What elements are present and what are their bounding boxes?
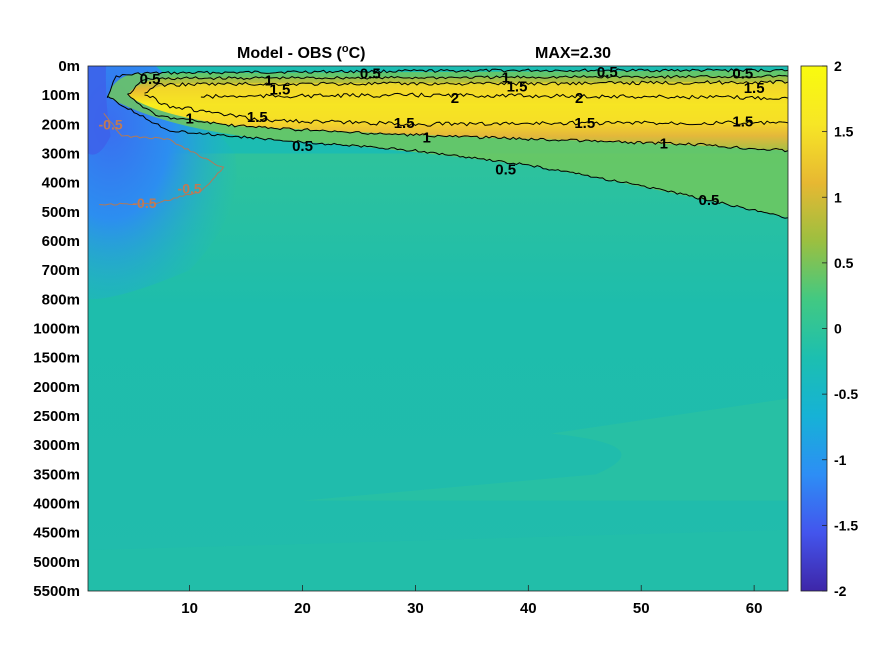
x-tick-label: 10 <box>181 600 198 617</box>
x-tick-label: 40 <box>520 600 537 617</box>
contour-label-negative: -0.5 <box>99 116 123 132</box>
y-tick-label: 800m <box>42 291 80 308</box>
contour-1-top <box>127 74 789 95</box>
negative-core <box>88 66 111 155</box>
x-axis: 10 20 30 40 50 60 <box>181 585 762 617</box>
contour-label: 1.5 <box>507 78 528 95</box>
field-wedge <box>302 398 788 501</box>
contour-label: 0.5 <box>495 162 516 179</box>
y-tick-label: 600m <box>42 233 80 250</box>
y-tick-label: 5000m <box>33 554 80 571</box>
y-tick-label: 2500m <box>33 408 80 425</box>
contour-0-5-top <box>106 68 789 99</box>
y-tick-label: 4500m <box>33 525 80 542</box>
contour-label: 0.5 <box>140 71 161 88</box>
contour-label: 1.5 <box>270 81 291 98</box>
x-tick-label: 50 <box>633 600 650 617</box>
max-value-label: MAX=2.30 <box>535 45 611 62</box>
y-tick-label: 300m <box>42 146 80 163</box>
contour-neg-0-5 <box>99 112 225 206</box>
contour-label-negative: -0.5 <box>132 195 156 211</box>
x-tick-label: 30 <box>407 600 424 617</box>
contour-1-5-bottom <box>144 94 789 127</box>
plot-area <box>88 66 788 591</box>
contour-0-5-bottom <box>106 95 789 219</box>
contour-label: 1.5 <box>732 113 753 130</box>
y-tick-label: 100m <box>42 87 80 104</box>
contour-label: 1.5 <box>574 115 595 132</box>
colorbar-tick-label: 2 <box>834 58 842 74</box>
y-tick-label: 500m <box>42 204 80 221</box>
contour-label: 0.5 <box>597 64 618 81</box>
field-bottom <box>88 529 788 591</box>
contour-label: 0.5 <box>699 192 720 209</box>
colorbar-tick-label: -1 <box>834 452 847 468</box>
contour-label: 1.5 <box>247 109 268 126</box>
x-tick-label: 20 <box>294 600 311 617</box>
y-tick-label: 0m <box>58 58 80 75</box>
contour-label: 1 <box>264 73 272 90</box>
contour-label: 1 <box>423 129 431 146</box>
x-tick-label: 60 <box>746 600 763 617</box>
contour-2-core <box>200 92 789 101</box>
contour-label: 1.5 <box>744 80 765 97</box>
colorbar-tick-label: 0 <box>834 321 842 337</box>
y-tick-label: 3000m <box>33 437 80 454</box>
y-tick-label: 400m <box>42 175 80 192</box>
y-tick-label: 200m <box>42 116 80 133</box>
contour-label: 1 <box>502 70 510 87</box>
contour-label: 1.5 <box>394 115 415 132</box>
colorbar-tick-label: -2 <box>834 583 847 599</box>
contour-label: 2 <box>451 90 459 107</box>
y-tick-label: 4000m <box>33 496 80 513</box>
colorbar-tick-label: -1.5 <box>834 517 858 533</box>
y-tick-label: 1000m <box>33 321 80 338</box>
colorbar-tick-label: -0.5 <box>834 386 858 402</box>
contour-lines <box>99 68 789 219</box>
contour-1-5-top <box>144 79 789 94</box>
contour-label-negative: -0.5 <box>178 181 202 197</box>
colorbar: 2 1.5 1 0.5 0 -0.5 -1 -1.5 -2 <box>800 58 858 599</box>
y-tick-label: 5500m <box>33 583 80 600</box>
contour-label: 1 <box>185 111 193 128</box>
y-tick-label: 3500m <box>33 466 80 483</box>
y-axis: 0m 100m 200m 300m 400m 500m 600m 700m 800m 1000m 1… <box>33 58 80 600</box>
colorbar-tick-label: 1 <box>834 189 842 205</box>
plot-frame <box>87 65 789 592</box>
colorbar-tick-label: 0.5 <box>834 255 854 271</box>
contour-label: 0.5 <box>732 65 753 82</box>
y-tick-label: 1500m <box>33 350 80 367</box>
contour-label: 0.5 <box>292 138 313 155</box>
colorbar-tick-label: 1.5 <box>834 124 854 140</box>
contour-label: 2 <box>575 90 583 107</box>
contour-1-bottom <box>127 93 789 153</box>
contour-label: 0.5 <box>360 65 381 82</box>
y-tick-label: 2000m <box>33 379 80 396</box>
region-1-5 <box>144 82 788 125</box>
contour-label: 1 <box>660 135 668 152</box>
chart-title: Model - OBS (oC) <box>237 43 366 62</box>
y-tick-label: 700m <box>42 262 80 279</box>
